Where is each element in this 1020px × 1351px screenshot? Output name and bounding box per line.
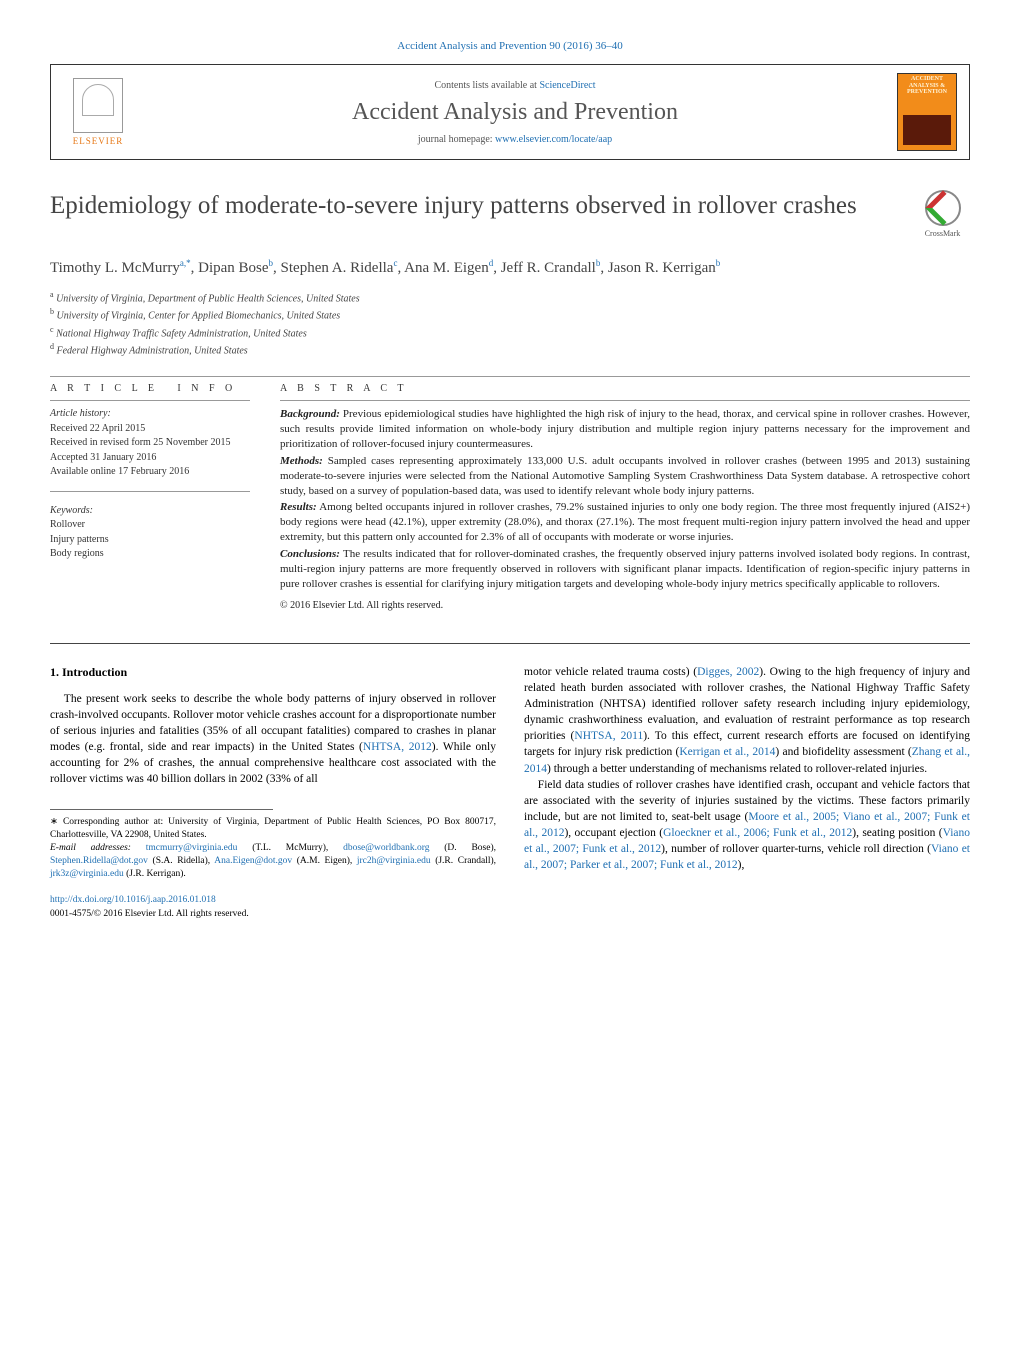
crossmark-icon xyxy=(925,190,961,226)
divider xyxy=(280,400,970,401)
journal-header-box: ELSEVIER Contents lists available at Sci… xyxy=(50,64,970,160)
copyright-line: 0001-4575/© 2016 Elsevier Ltd. All right… xyxy=(50,908,496,921)
online-date: Available online 17 February 2016 xyxy=(50,465,250,479)
body-paragraph: motor vehicle related trauma costs) (Dig… xyxy=(524,664,970,777)
corresponding-author-note: ∗ Corresponding author at: University of… xyxy=(50,816,496,842)
article-info-panel: a r t i c l e i n f o Article history: R… xyxy=(50,383,250,615)
email-link[interactable]: Ana.Eigen@dot.gov xyxy=(214,856,292,866)
email-link[interactable]: Stephen.Ridella@dot.gov xyxy=(50,856,148,866)
doi-link[interactable]: http://dx.doi.org/10.1016/j.aap.2016.01.… xyxy=(50,895,216,905)
abstract-methods: Methods: Sampled cases representing appr… xyxy=(280,454,970,499)
email-link[interactable]: dbose@worldbank.org xyxy=(343,843,429,853)
homepage-link[interactable]: www.elsevier.com/locate/aap xyxy=(495,134,612,145)
elsevier-text: ELSEVIER xyxy=(73,136,124,146)
journal-cover-text: ACCIDENT ANALYSIS & PREVENTION xyxy=(898,74,956,98)
citation-link[interactable]: Gloeckner et al., 2006; Funk et al., 201… xyxy=(663,827,852,839)
keyword: Body regions xyxy=(50,547,250,561)
citation-link[interactable]: NHTSA, 2011 xyxy=(574,730,643,742)
contents-prefix: Contents lists available at xyxy=(434,80,539,91)
email-addresses: E-mail addresses: tmcmurry@virginia.edu … xyxy=(50,842,496,880)
body-paragraph: The present work seeks to describe the w… xyxy=(50,691,496,788)
doi-line: http://dx.doi.org/10.1016/j.aap.2016.01.… xyxy=(50,894,496,907)
journal-cover-thumbnail: ACCIDENT ANALYSIS & PREVENTION xyxy=(897,73,957,151)
abstract-background: Background: Previous epidemiological stu… xyxy=(280,407,970,452)
email-link[interactable]: jrk3z@virginia.edu xyxy=(50,869,124,879)
homepage-prefix: journal homepage: xyxy=(418,134,495,145)
email-link[interactable]: jrc2h@virginia.edu xyxy=(357,856,431,866)
elsevier-logo: ELSEVIER xyxy=(63,75,133,150)
divider xyxy=(50,376,970,377)
elsevier-tree-icon xyxy=(73,78,123,133)
body-columns: 1. Introduction The present work seeks t… xyxy=(50,664,970,921)
journal-name: Accident Analysis and Prevention xyxy=(133,99,897,126)
divider xyxy=(50,491,250,492)
received-date: Received 22 April 2015 xyxy=(50,422,250,436)
accepted-date: Accepted 31 January 2016 xyxy=(50,451,250,465)
abstract-copyright: © 2016 Elsevier Ltd. All rights reserved… xyxy=(280,599,970,613)
citation-link[interactable]: Digges, 2002 xyxy=(697,666,759,678)
citation-link[interactable]: Kerrigan et al., 2014 xyxy=(679,746,775,758)
homepage-line: journal homepage: www.elsevier.com/locat… xyxy=(133,134,897,145)
body-paragraph: Field data studies of rollover crashes h… xyxy=(524,777,970,874)
email-link[interactable]: tmcmurry@virginia.edu xyxy=(146,843,238,853)
section-heading: 1. Introduction xyxy=(50,664,496,681)
abstract-conclusions: Conclusions: The results indicated that … xyxy=(280,547,970,592)
citation-link[interactable]: NHTSA, 2012 xyxy=(363,741,432,753)
keywords-label: Keywords: xyxy=(50,504,250,518)
keyword: Injury patterns xyxy=(50,533,250,547)
footnote-separator xyxy=(50,809,273,810)
keyword: Rollover xyxy=(50,518,250,532)
contents-line: Contents lists available at ScienceDirec… xyxy=(133,80,897,91)
abstract-header: a b s t r a c t xyxy=(280,383,970,394)
section-divider xyxy=(50,643,970,644)
crossmark-badge[interactable]: CrossMark xyxy=(915,190,970,245)
crossmark-label: CrossMark xyxy=(925,229,961,238)
divider xyxy=(50,400,250,401)
abstract-results: Results: Among belted occupants injured … xyxy=(280,500,970,545)
footnotes: ∗ Corresponding author at: University of… xyxy=(50,816,496,880)
author-list: Timothy L. McMurrya,*, Dipan Boseb, Step… xyxy=(50,257,970,279)
column-right: motor vehicle related trauma costs) (Dig… xyxy=(524,664,970,921)
revised-date: Received in revised form 25 November 201… xyxy=(50,436,250,450)
sciencedirect-link[interactable]: ScienceDirect xyxy=(539,80,595,91)
history-label: Article history: xyxy=(50,407,250,421)
journal-citation: Accident Analysis and Prevention 90 (201… xyxy=(50,40,970,52)
column-left: 1. Introduction The present work seeks t… xyxy=(50,664,496,921)
article-info-header: a r t i c l e i n f o xyxy=(50,383,250,394)
affiliation-list: a University of Virginia, Department of … xyxy=(50,289,970,358)
article-title: Epidemiology of moderate-to-severe injur… xyxy=(50,190,895,221)
abstract-panel: a b s t r a c t Background: Previous epi… xyxy=(280,383,970,615)
